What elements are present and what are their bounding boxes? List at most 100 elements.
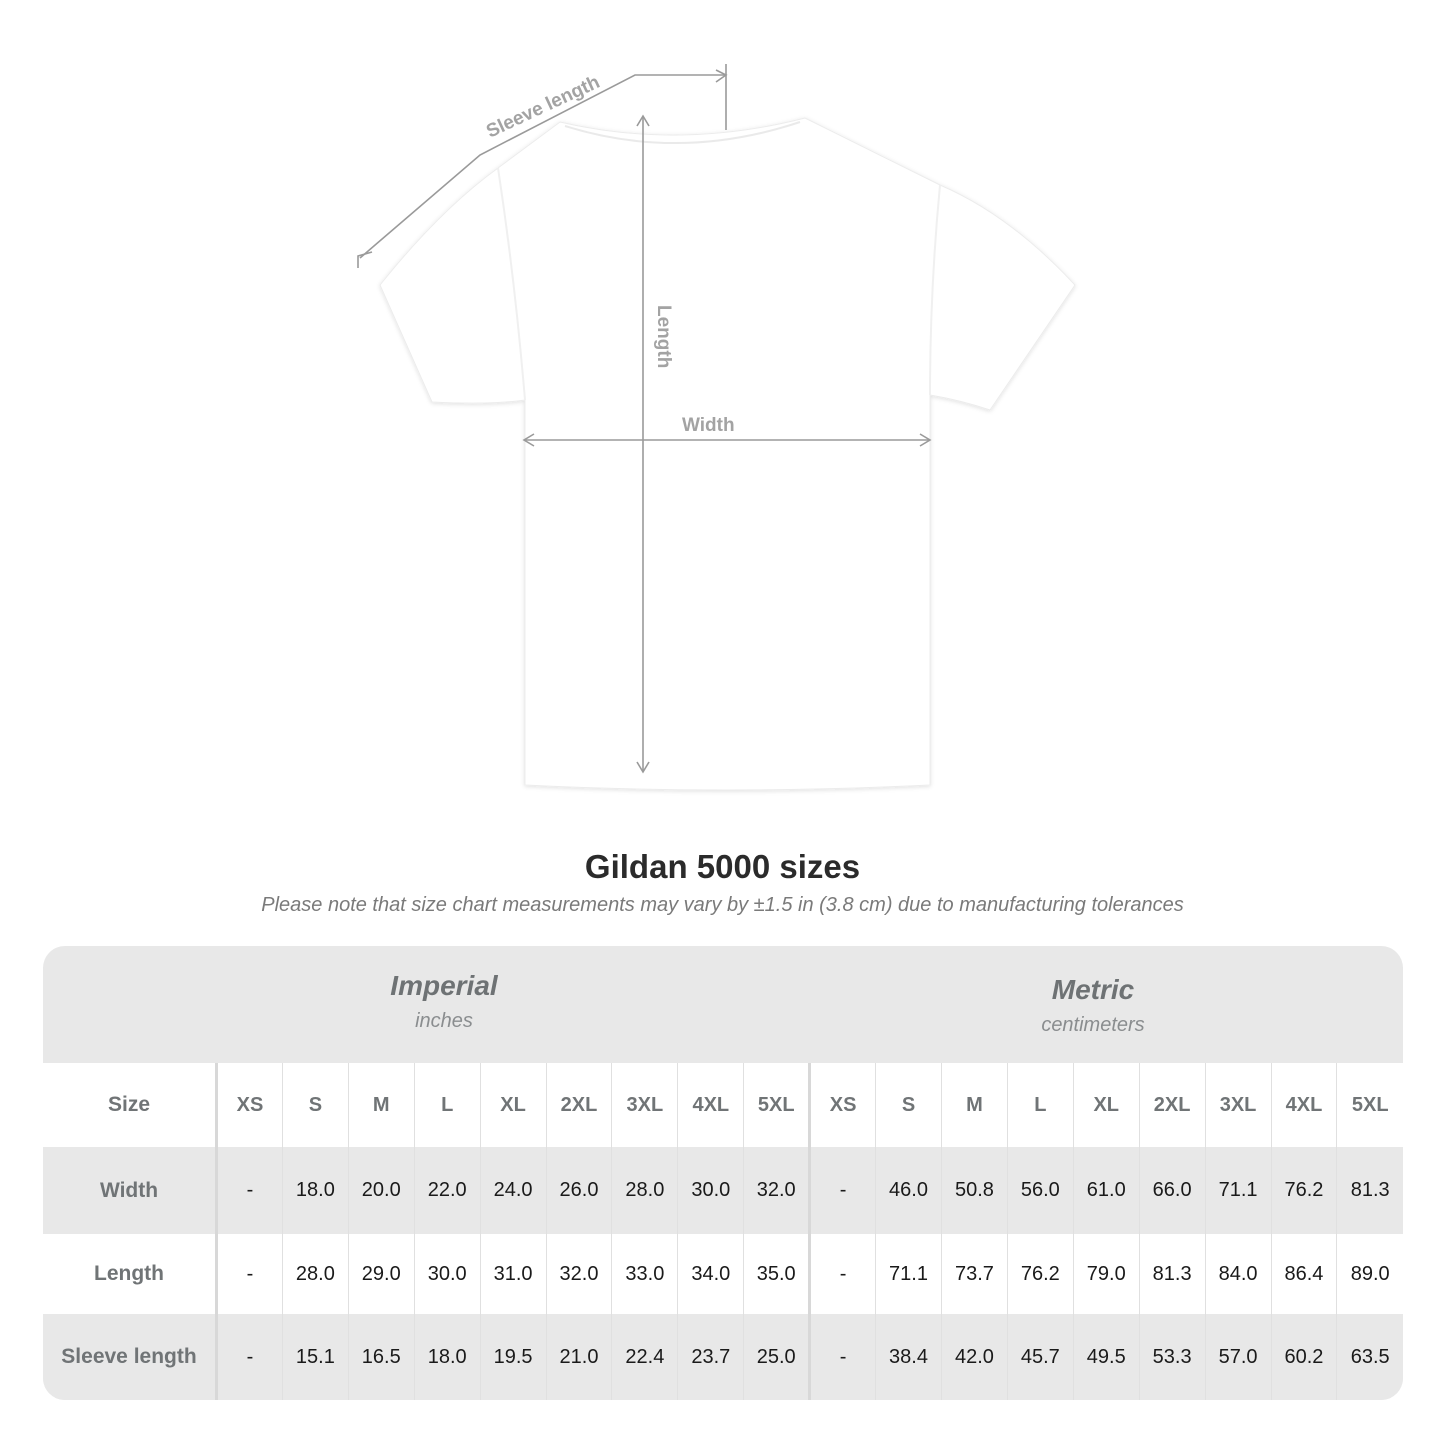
imperial-cell: 19.5 <box>479 1314 547 1400</box>
imperial-cell: 34.0 <box>677 1234 744 1314</box>
imperial-size-2xl: 2XL <box>545 1063 612 1147</box>
imperial-size-xs: XS <box>216 1063 283 1147</box>
metric-size-3xl: 3XL <box>1204 1063 1271 1147</box>
metric-cell: 56.0 <box>1006 1147 1074 1234</box>
metric-size-4xl: 4XL <box>1270 1063 1337 1147</box>
metric-cell: 42.0 <box>940 1314 1008 1400</box>
imperial-cell: 28.0 <box>281 1234 349 1314</box>
imperial-size-5xl: 5XL <box>743 1063 810 1147</box>
imperial-cell: 28.0 <box>611 1147 678 1234</box>
metric-cell: 63.5 <box>1336 1314 1403 1400</box>
imperial-cell: - <box>216 1314 283 1400</box>
imperial-cell: 29.0 <box>347 1234 415 1314</box>
width-arrow-right <box>919 433 932 447</box>
imperial-cell: - <box>216 1234 283 1314</box>
size-header-row: Size XS S M L XL 2XL 3XL 4XL 5XL XS S M L XL 2XL 3XL 4XL 5… <box>43 1063 1403 1147</box>
metric-header: Metric centimeters <box>943 974 1243 1037</box>
imperial-cell: 26.0 <box>545 1147 612 1234</box>
collar <box>564 121 801 144</box>
imperial-cell: 32.0 <box>743 1147 810 1234</box>
sleeve-arrow-head <box>357 251 373 268</box>
metric-cell: - <box>808 1147 876 1234</box>
imperial-cell: 32.0 <box>545 1234 612 1314</box>
metric-cell: 49.5 <box>1072 1314 1140 1400</box>
row-label: Width <box>43 1147 218 1234</box>
metric-size-l: L <box>1006 1063 1074 1147</box>
imperial-header: Imperial inches <box>294 970 594 1033</box>
length-label: Length <box>653 305 674 368</box>
imperial-cell: 25.0 <box>743 1314 810 1400</box>
metric-cell: 76.2 <box>1006 1234 1074 1314</box>
metric-cell: 53.3 <box>1138 1314 1206 1400</box>
imperial-cell: 22.4 <box>611 1314 678 1400</box>
imperial-size-s: S <box>281 1063 349 1147</box>
metric-cell: 66.0 <box>1138 1147 1206 1234</box>
length-arrow-top <box>636 114 650 127</box>
imperial-cell: 16.5 <box>347 1314 415 1400</box>
width-arrow-left <box>522 433 535 447</box>
metric-cell: 61.0 <box>1072 1147 1140 1234</box>
metric-cell: 71.1 <box>875 1234 942 1314</box>
imperial-cell: 30.0 <box>413 1234 481 1314</box>
chart-title: Gildan 5000 sizes <box>584 848 861 885</box>
row-label: Length <box>43 1234 218 1314</box>
row-label: Sleeve length <box>43 1314 218 1400</box>
metric-cell: 46.0 <box>875 1147 942 1234</box>
metric-cell: 81.3 <box>1336 1147 1403 1234</box>
tolerance-note: Please note that size chart measurements… <box>261 894 1184 916</box>
imperial-cell: 21.0 <box>545 1314 612 1400</box>
metric-size-2xl: 2XL <box>1138 1063 1206 1147</box>
metric-title: Metric <box>1051 974 1135 1005</box>
metric-cell: 76.2 <box>1270 1147 1337 1234</box>
metric-cell: 71.1 <box>1204 1147 1271 1234</box>
size-table: Size XS S M L XL 2XL 3XL 4XL 5XL XS S M L XL 2XL 3XL 4XL 5… <box>43 1063 1403 1400</box>
imperial-size-3xl: 3XL <box>611 1063 678 1147</box>
imperial-cell: 15.1 <box>281 1314 349 1400</box>
metric-size-m: M <box>940 1063 1008 1147</box>
size-table-card: Imperial inches Metric centimeters Size X… <box>43 946 1403 1400</box>
tshirt-diagram: Sleeve length Length Width <box>357 64 1076 791</box>
metric-cell: 38.4 <box>875 1314 942 1400</box>
sleeve-measure-line <box>359 74 725 259</box>
size-label: Size <box>43 1063 218 1147</box>
sleeve-seam-left <box>497 167 526 401</box>
sleeve-arrow-tail <box>715 69 728 83</box>
imperial-title: Imperial <box>390 970 498 1001</box>
metric-size-s: S <box>875 1063 942 1147</box>
metric-cell: 84.0 <box>1204 1234 1271 1314</box>
sleeve-seam-right <box>929 184 941 396</box>
metric-size-5xl: 5XL <box>1336 1063 1403 1147</box>
imperial-size-xl: XL <box>479 1063 547 1147</box>
table-row: Sleeve length -15.1 16.5 18.0 19.5 21.0 22.4 23… <box>43 1314 1403 1400</box>
imperial-cell: 35.0 <box>743 1234 810 1314</box>
metric-size-xl: XL <box>1072 1063 1140 1147</box>
imperial-size-l: L <box>413 1063 481 1147</box>
width-label: Width <box>682 415 735 436</box>
metric-cell: - <box>808 1234 876 1314</box>
metric-cell: 50.8 <box>940 1147 1008 1234</box>
metric-cell: 86.4 <box>1270 1234 1337 1314</box>
metric-cell: 79.0 <box>1072 1234 1140 1314</box>
imperial-cell: 23.7 <box>677 1314 744 1400</box>
metric-cell: 45.7 <box>1006 1314 1074 1400</box>
metric-cell: - <box>808 1314 876 1400</box>
imperial-cell: 18.0 <box>281 1147 349 1234</box>
imperial-cell: 30.0 <box>677 1147 744 1234</box>
metric-subtitle: centimeters <box>1041 1014 1145 1036</box>
imperial-cell: 33.0 <box>611 1234 678 1314</box>
imperial-cell: 20.0 <box>347 1147 415 1234</box>
imperial-cell: 18.0 <box>413 1314 481 1400</box>
length-arrow-bottom <box>636 761 650 774</box>
metric-cell: 57.0 <box>1204 1314 1271 1400</box>
imperial-size-m: M <box>347 1063 415 1147</box>
imperial-cell: 24.0 <box>479 1147 547 1234</box>
metric-cell: 81.3 <box>1138 1234 1206 1314</box>
metric-size-xs: XS <box>808 1063 876 1147</box>
tshirt-shape <box>379 117 1076 791</box>
metric-cell: 89.0 <box>1336 1234 1403 1314</box>
imperial-size-4xl: 4XL <box>677 1063 744 1147</box>
imperial-cell: - <box>216 1147 283 1234</box>
imperial-cell: 31.0 <box>479 1234 547 1314</box>
imperial-cell: 22.0 <box>413 1147 481 1234</box>
metric-cell: 73.7 <box>940 1234 1008 1314</box>
